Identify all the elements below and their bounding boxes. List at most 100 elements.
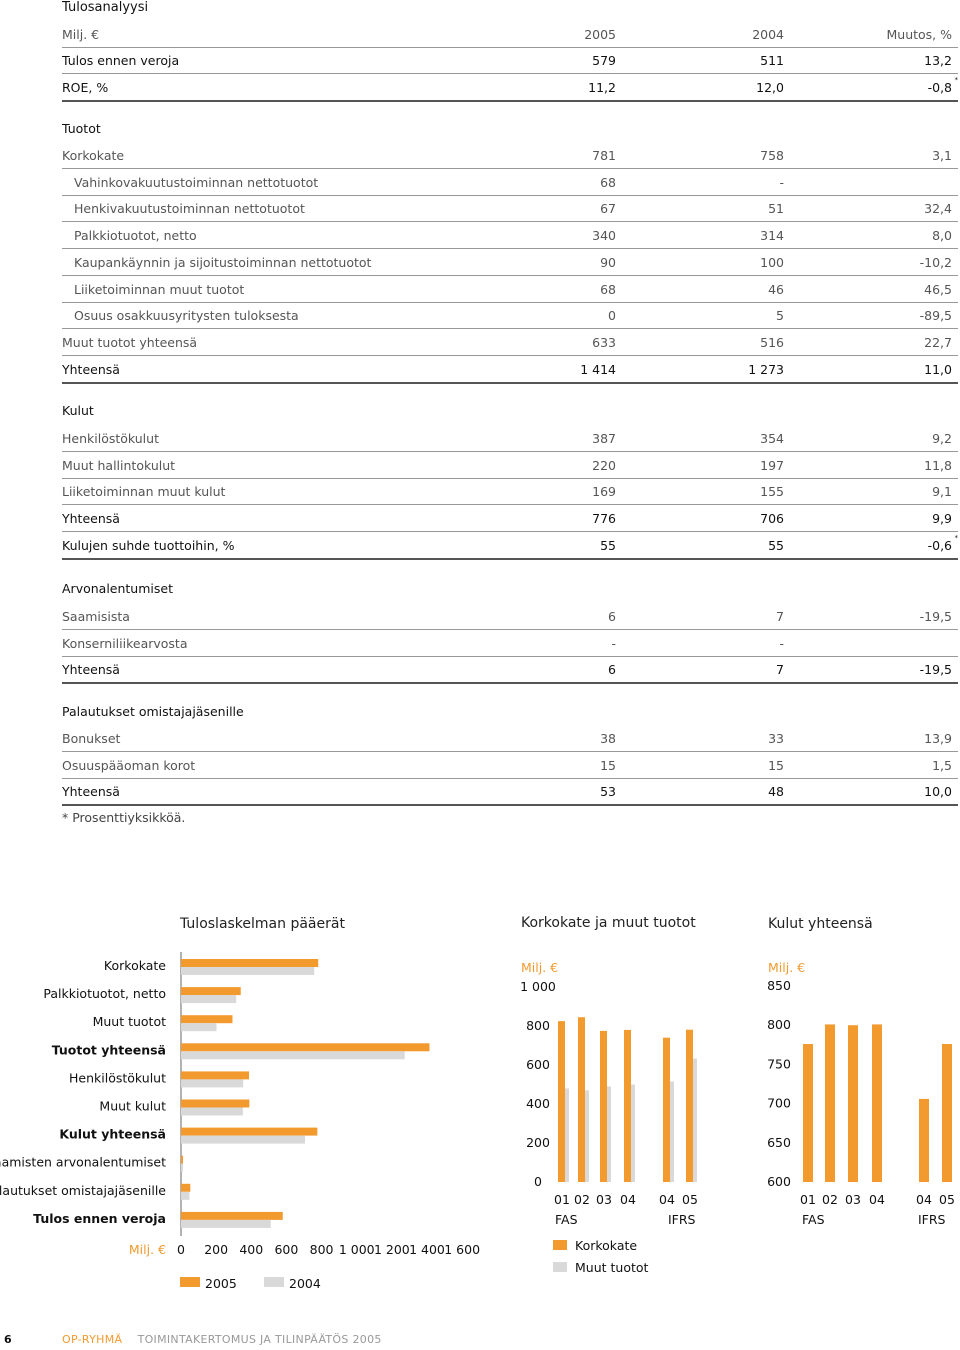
table-row: Osuus osakkuusyritysten tuloksesta 0 5 -89,… — [62, 302, 958, 330]
cell-v2005: 387 — [592, 431, 616, 446]
cell-v2004: 758 — [760, 148, 784, 163]
chart3-title: Kulut yhteensä — [768, 916, 873, 932]
row-total: Yhteensä 6 7 -19,5 — [62, 656, 958, 684]
cell-change: -19,5 — [919, 609, 952, 624]
x-tick-label: 04 — [869, 1192, 885, 1207]
y-tick-label: 800 — [526, 1018, 550, 1033]
x-tick-label: 05 — [939, 1192, 955, 1207]
cell-change: -10,2 — [919, 254, 952, 270]
y-tick-label: 400 — [526, 1096, 550, 1111]
category-label: Korkokate — [104, 958, 166, 973]
x-tick-label: 400 — [239, 1242, 263, 1257]
row-label: Osuus osakkuusyritysten tuloksesta — [74, 308, 299, 324]
bar-2005 — [181, 959, 319, 967]
legend-swatch-korkokate — [553, 1240, 567, 1250]
x-tick-label: 02 — [574, 1192, 590, 1207]
footnote-marker: * — [954, 76, 959, 84]
table-row: Kaupankäynnin ja sijoitustoiminnan netto… — [62, 249, 958, 276]
x-tick-label: 1 600 — [444, 1242, 480, 1257]
bar-2005 — [181, 987, 241, 996]
bar-2005 — [181, 1071, 250, 1080]
bar-2004 — [181, 1135, 306, 1144]
table-row: Konserniliikearvosta - - — [62, 630, 958, 657]
cell-v2004: - — [779, 636, 784, 651]
cell-v2004: 55 — [768, 538, 784, 553]
bar-muut-tuotot — [667, 1081, 674, 1182]
category-label: Palautukset omistajajäsenille — [0, 1183, 166, 1198]
section-heading-tuotot: Tuotot — [62, 121, 101, 136]
x-tick-label: 05 — [682, 1192, 698, 1207]
table-row: Liiketoiminnan muut tuotot 68 46 46,5 — [62, 276, 958, 303]
bar-2004 — [181, 1023, 217, 1032]
bar-2005 — [181, 1043, 430, 1052]
row-label: Muut tuotot yhteensä — [62, 334, 198, 350]
cell-v2005: - — [611, 636, 616, 651]
table-row: Saamisista 6 7 -19,5 — [62, 603, 958, 630]
cell-change: 10,0 — [924, 784, 952, 799]
x-tick-label: 04 — [916, 1192, 932, 1207]
group-label-fas: FAS — [555, 1212, 578, 1227]
bar-2005 — [181, 1211, 283, 1220]
bar-2005 — [181, 1155, 183, 1164]
cell-change: 13,9 — [924, 731, 952, 746]
cell-change: -0,8 * — [928, 76, 958, 95]
bar-kulut-yhteensa — [825, 1024, 835, 1182]
interest-income-bar-chart: Milj. € 0 200 400 600 800 1 000 01 02 03 04 04 05 FAS… — [520, 960, 698, 1275]
bar-korkokate — [600, 1030, 607, 1182]
bar-2005 — [181, 1015, 233, 1024]
bar-2004 — [181, 1051, 405, 1060]
table-row: Henkilöstökulut 387 354 9,2 — [62, 425, 958, 452]
row-label: Kaupankäynnin ja sijoitustoiminnan netto… — [74, 254, 372, 270]
x-tick-label: 200 — [204, 1242, 228, 1257]
page-number: 6 — [4, 1333, 12, 1346]
cell-v2005: 220 — [592, 457, 616, 473]
cell-v2005: 781 — [592, 148, 616, 163]
table-row: Palkkiotuotot, netto 340 314 8,0 — [62, 222, 958, 250]
header-col3: Muutos, % — [886, 27, 952, 42]
header-col1: 2005 — [584, 27, 616, 42]
table-header: Milj. € 2005 2004 Muutos, % — [62, 21, 958, 48]
page-title: Tulosanalyysi — [62, 0, 149, 15]
bar-kulut-yhteensa — [803, 1044, 813, 1182]
cell-v2004: 5 — [776, 308, 784, 324]
row-label: Saamisista — [62, 609, 130, 624]
bar-2004 — [181, 1163, 183, 1172]
row-label: Liiketoiminnan muut tuotot — [74, 281, 245, 297]
cell-v2005: 55 — [600, 538, 616, 553]
cell-v2005: 169 — [592, 484, 616, 500]
y-tick-label: 850 — [767, 978, 791, 993]
row-label: Vahinkovakuutustoiminnan nettotuotot — [74, 174, 319, 190]
bar-kulut-yhteensa — [872, 1024, 882, 1182]
x-tick-label: 0 — [177, 1242, 185, 1257]
cell-change: 13,2 — [924, 53, 952, 68]
cell-change: 11,8 — [924, 457, 952, 473]
y-tick-label: 0 — [534, 1174, 542, 1189]
cell-v2004: 12,0 — [756, 80, 784, 95]
cell-v2005: 11,2 — [588, 80, 616, 95]
row-total: Yhteensä 53 48 10,0 — [62, 778, 958, 806]
y-unit-label: Milj. € — [521, 960, 558, 975]
header-col2: 2004 — [752, 27, 784, 42]
y-tick-label: 800 — [767, 1017, 791, 1032]
row-tulos-ennen-veroja: Tulos ennen veroja 579 511 13,2 — [62, 47, 958, 74]
x-tick-label: 1 200 — [374, 1242, 410, 1257]
cell-v2004: 155 — [760, 484, 784, 500]
row-label: Yhteensä — [62, 511, 120, 526]
cell-v2005: 776 — [592, 511, 616, 526]
y-unit-label: Milj. € — [768, 960, 805, 975]
cell-v2004: 7 — [776, 662, 784, 677]
x-tick-label: 1 000 — [339, 1242, 375, 1257]
x-tick-label: 04 — [659, 1192, 675, 1207]
row-label: Yhteensä — [62, 784, 120, 799]
footnote: * Prosenttiyksikköä. — [62, 810, 186, 825]
bar-korkokate — [686, 1029, 693, 1182]
cell-v2005: 90 — [600, 254, 616, 270]
cell-v2005: 67 — [600, 201, 616, 217]
table-row: Bonukset 38 33 13,9 — [62, 725, 958, 752]
y-tick-label: 200 — [526, 1135, 550, 1150]
cell-v2005: 68 — [600, 281, 616, 297]
cell-change: 32,4 — [924, 201, 952, 217]
y-tick-label: 600 — [526, 1057, 550, 1072]
cell-change: -0,6 * — [928, 534, 958, 553]
x-tick-label: 03 — [845, 1192, 861, 1207]
